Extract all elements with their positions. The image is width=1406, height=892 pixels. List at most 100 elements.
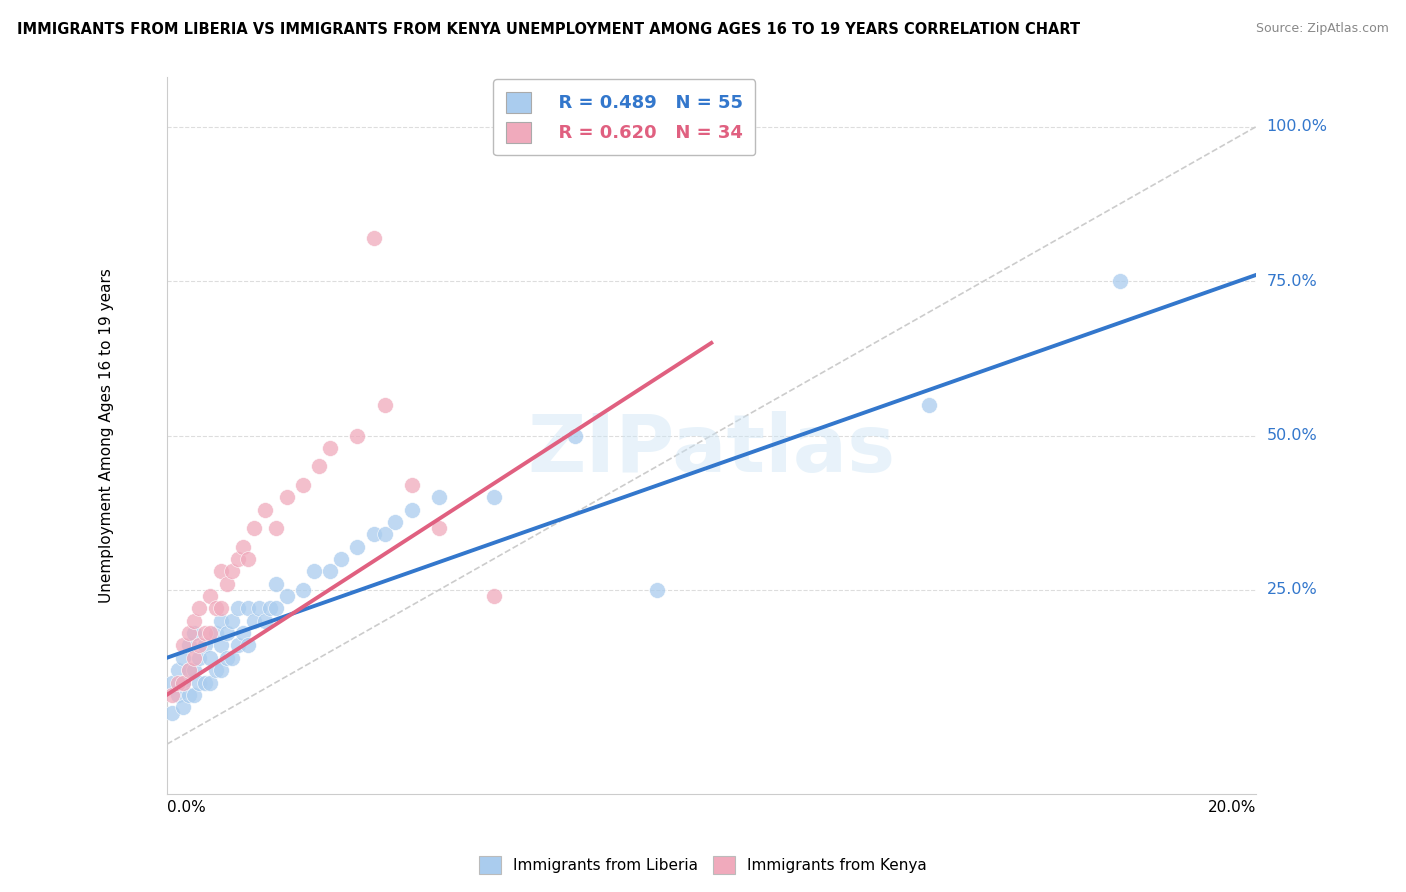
Legend:   R = 0.489   N = 55,   R = 0.620   N = 34: R = 0.489 N = 55, R = 0.620 N = 34 <box>494 79 755 155</box>
Point <box>319 565 342 579</box>
Point <box>238 601 260 615</box>
Point <box>482 589 505 603</box>
Point <box>209 601 232 615</box>
Point <box>162 688 184 702</box>
Point <box>253 502 276 516</box>
Point <box>177 688 200 702</box>
Point <box>330 552 353 566</box>
Point <box>188 675 211 690</box>
Text: 20.0%: 20.0% <box>1208 800 1256 814</box>
Point <box>194 675 217 690</box>
Point <box>253 614 276 628</box>
Point <box>276 589 298 603</box>
Point <box>183 626 205 640</box>
Point <box>188 650 211 665</box>
Point <box>226 639 249 653</box>
Text: 25.0%: 25.0% <box>1267 582 1317 598</box>
Point <box>166 688 188 702</box>
Point <box>172 700 194 714</box>
Point <box>243 614 266 628</box>
Point <box>215 650 238 665</box>
Point <box>232 626 254 640</box>
Point <box>384 515 406 529</box>
Point <box>162 706 184 721</box>
Point <box>374 398 396 412</box>
Point <box>918 398 941 412</box>
Point <box>172 675 194 690</box>
Point <box>226 601 249 615</box>
Point <box>259 601 281 615</box>
Point <box>166 663 188 677</box>
Point <box>302 565 325 579</box>
Point <box>188 639 211 653</box>
Point <box>308 459 330 474</box>
Point <box>215 576 238 591</box>
Point <box>215 626 238 640</box>
Point <box>264 601 287 615</box>
Point <box>645 582 668 597</box>
Point <box>221 614 243 628</box>
Point <box>238 552 260 566</box>
Point <box>172 650 194 665</box>
Point <box>204 626 226 640</box>
Point <box>177 626 200 640</box>
Point <box>183 688 205 702</box>
Point <box>564 428 586 442</box>
Point <box>200 675 222 690</box>
Point <box>177 663 200 677</box>
Point <box>188 601 211 615</box>
Point <box>346 540 368 554</box>
Point <box>221 650 243 665</box>
Text: 0.0%: 0.0% <box>167 800 205 814</box>
Point <box>264 521 287 535</box>
Point <box>427 490 450 504</box>
Point <box>363 527 385 541</box>
Text: 50.0%: 50.0% <box>1267 428 1317 443</box>
Point <box>247 601 270 615</box>
Text: ZIPatlas: ZIPatlas <box>527 411 896 489</box>
Point <box>204 601 226 615</box>
Point <box>200 589 222 603</box>
Point <box>232 540 254 554</box>
Point <box>166 675 188 690</box>
Point <box>346 428 368 442</box>
Point <box>194 639 217 653</box>
Point <box>209 639 232 653</box>
Point <box>209 565 232 579</box>
Point <box>374 527 396 541</box>
Point <box>221 565 243 579</box>
Text: Source: ZipAtlas.com: Source: ZipAtlas.com <box>1256 22 1389 36</box>
Point <box>264 576 287 591</box>
Point <box>1108 274 1130 288</box>
Point <box>172 675 194 690</box>
Point <box>276 490 298 504</box>
Text: 100.0%: 100.0% <box>1267 120 1327 135</box>
Point <box>401 502 423 516</box>
Point <box>183 663 205 677</box>
Point <box>200 626 222 640</box>
Point <box>401 478 423 492</box>
Point <box>162 675 184 690</box>
Point <box>200 650 222 665</box>
Point <box>177 663 200 677</box>
Point <box>177 639 200 653</box>
Point <box>427 521 450 535</box>
Point <box>291 478 314 492</box>
Point <box>363 231 385 245</box>
Point <box>319 441 342 455</box>
Point <box>183 614 205 628</box>
Point <box>194 626 217 640</box>
Point <box>172 639 194 653</box>
Point <box>209 663 232 677</box>
Text: IMMIGRANTS FROM LIBERIA VS IMMIGRANTS FROM KENYA UNEMPLOYMENT AMONG AGES 16 TO 1: IMMIGRANTS FROM LIBERIA VS IMMIGRANTS FR… <box>17 22 1080 37</box>
Point <box>204 663 226 677</box>
Legend: Immigrants from Liberia, Immigrants from Kenya: Immigrants from Liberia, Immigrants from… <box>474 850 932 880</box>
Point <box>209 614 232 628</box>
Point <box>238 639 260 653</box>
Point <box>291 582 314 597</box>
Point <box>243 521 266 535</box>
Text: Unemployment Among Ages 16 to 19 years: Unemployment Among Ages 16 to 19 years <box>100 268 114 603</box>
Point <box>226 552 249 566</box>
Text: 75.0%: 75.0% <box>1267 274 1317 289</box>
Point <box>482 490 505 504</box>
